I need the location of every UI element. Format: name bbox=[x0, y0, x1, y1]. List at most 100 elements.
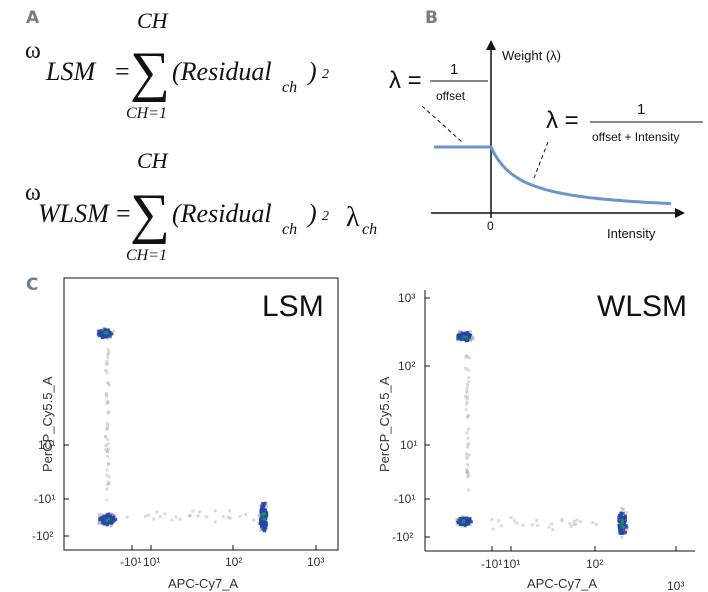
wlsm-dot bbox=[461, 520, 465, 524]
lsm-dot bbox=[98, 519, 102, 523]
lsm-dot bbox=[104, 331, 108, 335]
wlsm-dot bbox=[579, 520, 583, 524]
lsm-dot bbox=[262, 516, 266, 520]
lsm-dot bbox=[105, 473, 109, 477]
wlsm-dot bbox=[622, 524, 626, 528]
wlsm-dot bbox=[624, 523, 628, 527]
lsm-dot bbox=[107, 383, 111, 387]
lsm-dot bbox=[262, 515, 266, 519]
wlsm-dot bbox=[550, 522, 554, 526]
lsm-dot bbox=[101, 335, 104, 339]
wlsm-dot bbox=[617, 513, 621, 517]
wlsm-dot bbox=[464, 332, 468, 336]
wlsm-dot bbox=[457, 335, 461, 339]
wlsm-dot bbox=[620, 520, 624, 523]
wlsm-dot bbox=[620, 518, 624, 522]
wlsm-ytick-neg100: -10² bbox=[392, 530, 413, 544]
lsm-dot bbox=[261, 523, 265, 527]
wlsm-dot bbox=[462, 518, 466, 522]
wlsm-dot bbox=[619, 523, 623, 527]
lsm-dot bbox=[104, 515, 108, 519]
wlsm-dot bbox=[458, 517, 462, 521]
lsm-dot bbox=[104, 331, 108, 335]
wlsm-dot bbox=[560, 519, 564, 523]
wlsm-dot bbox=[461, 522, 465, 526]
lsm-dot bbox=[213, 509, 217, 513]
wlsm-omega: ω bbox=[25, 180, 41, 206]
lsm-dot bbox=[102, 332, 106, 336]
lsm-dot bbox=[98, 333, 102, 337]
wlsm-dot bbox=[468, 517, 472, 521]
lsm-dot bbox=[103, 515, 107, 519]
lsm-xtick-10: 10¹ bbox=[143, 555, 160, 569]
lsm-dot bbox=[106, 518, 110, 522]
lsm-dot bbox=[110, 522, 114, 526]
lsm-dot bbox=[261, 523, 265, 527]
lsm-dot bbox=[101, 336, 105, 340]
lsm-dot bbox=[104, 516, 108, 520]
wlsm-dot bbox=[467, 356, 471, 360]
lsm-dot bbox=[260, 519, 264, 523]
lsm-dot bbox=[103, 518, 107, 522]
lsm-xlabel: APC-Cy7_A bbox=[168, 576, 238, 591]
lsm-dot bbox=[101, 521, 105, 525]
wlsm-dot bbox=[466, 520, 470, 524]
lsm-sigma: ∑ bbox=[130, 41, 170, 103]
lsm-dot bbox=[107, 517, 111, 521]
wlsm-dot bbox=[461, 522, 464, 526]
lsm-dot bbox=[108, 520, 112, 524]
wlsm-dot bbox=[463, 521, 466, 525]
wlsm-dot bbox=[465, 335, 469, 338]
lsm-dot bbox=[101, 517, 105, 521]
wlsm-dot bbox=[466, 475, 470, 479]
wlsm-dot bbox=[460, 517, 464, 521]
lsm-dot bbox=[112, 516, 116, 520]
lsm-dot bbox=[108, 518, 112, 522]
wlsm-dot bbox=[460, 336, 464, 340]
wlsm-dot bbox=[464, 518, 468, 522]
lsm-ytick-neg100: -10² bbox=[32, 529, 53, 543]
lsm-dot bbox=[264, 517, 268, 521]
wlsm-dot bbox=[458, 523, 462, 527]
lsm-dot bbox=[101, 332, 105, 335]
lsm-dot bbox=[191, 509, 195, 513]
lsm-dot bbox=[105, 487, 109, 491]
wlsm-dot bbox=[617, 526, 621, 530]
lsm-dot bbox=[104, 515, 108, 519]
lsm-dot bbox=[105, 371, 109, 375]
wlsm-plot: WLSM APC-Cy7_A PerCP_Cy5.5_A -10¹ 10¹ 10… bbox=[377, 290, 695, 592]
lsm-dot bbox=[107, 381, 110, 385]
lsm-ch-sub: ch bbox=[282, 79, 297, 96]
weight-curve bbox=[434, 145, 672, 206]
lsm-dot bbox=[104, 331, 108, 335]
wlsm-dot bbox=[625, 525, 629, 529]
wlsm-dot bbox=[455, 338, 459, 342]
wlsm-dot bbox=[461, 331, 465, 335]
wlsm-dot bbox=[460, 522, 464, 526]
wlsm-dot bbox=[466, 427, 470, 431]
lsm-dot bbox=[109, 519, 113, 523]
lsm-dot bbox=[104, 330, 108, 334]
weight-y-label: Weight (λ) bbox=[502, 48, 561, 63]
wlsm-dot bbox=[618, 527, 622, 531]
wlsm-dot bbox=[463, 520, 467, 524]
wlsm-dot bbox=[619, 511, 623, 515]
lsm-dot bbox=[258, 522, 262, 526]
wlsm-dot bbox=[463, 332, 467, 336]
lsm-dot bbox=[104, 520, 108, 524]
lsm-dot bbox=[108, 524, 112, 528]
lsm-dot bbox=[100, 334, 104, 338]
lsm-dot bbox=[101, 520, 105, 524]
wlsm-dot bbox=[464, 521, 468, 525]
lsm-dot bbox=[102, 519, 106, 522]
wlsm-dot bbox=[459, 335, 463, 339]
wlsm-dot bbox=[465, 386, 469, 390]
lsm-dot bbox=[103, 520, 107, 524]
lsm-dot bbox=[263, 528, 267, 532]
wlsm-dot bbox=[466, 471, 470, 475]
wlsm-dot bbox=[468, 520, 472, 524]
lsm-dot bbox=[102, 328, 106, 332]
wlsm-dot bbox=[622, 519, 626, 523]
panel-label-c: C bbox=[26, 275, 39, 295]
